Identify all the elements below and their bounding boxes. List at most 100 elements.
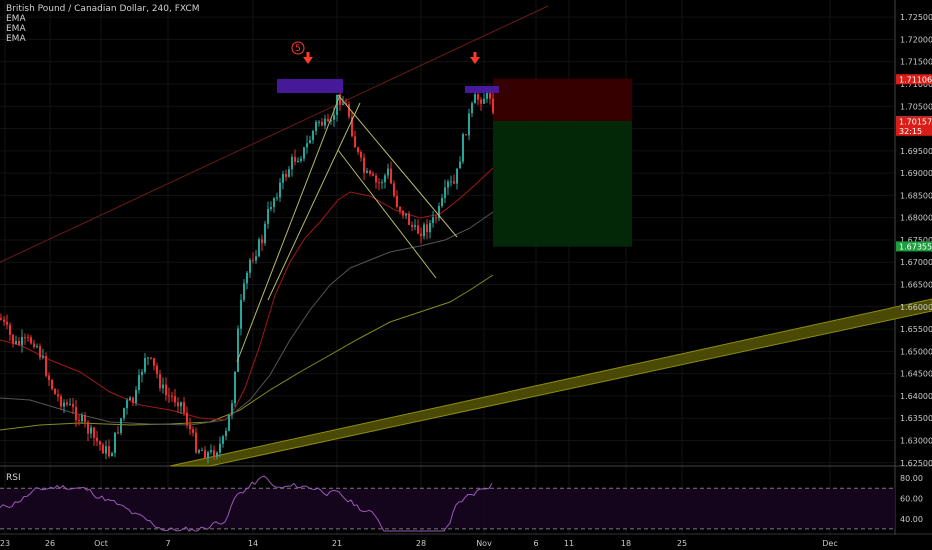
rsi-tick-0: 80.00 [900,474,923,483]
candle-body [24,336,26,338]
candle-body [102,444,104,454]
candle-body [330,119,332,122]
wedge-line-4 [337,149,437,279]
candle-body [141,371,143,376]
candle-body [9,324,11,335]
candle-body [108,446,110,457]
candle-body [459,161,461,169]
candle-body [456,168,458,184]
ema-label-2[interactable]: EMA [6,24,26,34]
ema-mid [0,211,494,426]
candle-body [75,407,77,420]
time-label-6: 28 [416,539,426,548]
candle-body [390,168,392,184]
candle-body [219,443,221,453]
candle-body [93,427,95,438]
candle-body [123,408,125,419]
candle-body [198,450,200,453]
candle-body [168,395,170,397]
candle-body [489,90,491,99]
candle-body [471,103,473,114]
price-tick-15: 1.65000 [900,347,932,356]
candle-body [336,94,338,115]
rsi-label[interactable]: RSI [6,473,21,483]
resistance-box-2 [465,86,499,93]
candle-body [435,217,437,219]
candle-body [264,223,266,244]
time-label-2: Oct [94,539,108,548]
ema-label-1[interactable]: EMA [6,14,26,24]
candle-body [285,173,287,177]
price-tag-text-3: 32:15 [899,127,922,136]
candle-body [411,224,413,227]
candle-body [288,169,290,177]
candle-body [354,136,356,148]
price-tag-text-0: 1.71106 [899,75,932,84]
candle-body [468,113,470,136]
wedge-line-3 [267,102,361,301]
candle-body [405,213,407,216]
price-tick-2: 1.71500 [900,58,932,67]
arrow-stem-1 [306,52,310,57]
candle-body [225,430,227,437]
candle-body [147,357,149,359]
price-axis[interactable]: 1.725001.720001.715001.710001.705001.700… [900,13,932,468]
time-label-9: 11 [564,539,574,548]
candle-body [12,334,14,344]
candle-body [321,121,323,126]
candle-body [15,341,17,344]
price-tick-20: 1.62500 [900,459,932,468]
candle-body [27,337,29,339]
candle-body [279,182,281,198]
candle-body [357,147,359,152]
candle-body [234,371,236,404]
candle-body [375,175,377,183]
candle-body [177,402,179,407]
time-label-3: 7 [165,539,170,548]
candle-body [414,225,416,227]
time-label-5: 21 [332,539,342,548]
candle-body [255,256,257,261]
time-label-11: 25 [677,539,687,548]
candle-body [45,356,47,376]
candle-body [399,206,401,211]
candle-body [156,365,158,375]
candle-body [78,419,80,422]
candle-body [126,400,128,409]
candles [0,85,494,464]
candle-body [312,131,314,141]
candle-body [333,114,335,120]
candle-body [81,415,83,422]
price-tick-3: 1.71000 [900,80,932,89]
candle-body [408,213,410,225]
candle-body [426,224,428,233]
candle-body [240,299,242,329]
candle-body [96,437,98,442]
price-tick-9: 1.68000 [900,214,932,223]
candle-body [303,147,305,159]
candle-body [114,432,116,453]
ema-label-3[interactable]: EMA [6,34,26,44]
candle-body [324,118,326,126]
candle-body [315,121,317,132]
rsi-tick-2: 40.00 [900,515,923,524]
time-axis[interactable]: 23 26 Oct 7 14 21 28 Nov 6 11 18 25 Dec [0,533,932,548]
candle-body [6,321,8,325]
candle-body [51,379,53,389]
candle-body [282,173,284,183]
candle-body [231,403,233,415]
candle-body [366,170,368,173]
candle-body [135,390,137,403]
price-tag-bg-3 [896,125,932,136]
candle-body [276,197,278,199]
candle-body [150,357,152,359]
candle-body [393,183,395,196]
candle-body [228,414,230,431]
arrow-stem-2 [473,52,477,57]
candle-body [363,157,365,173]
stop-zone [493,78,632,121]
candle-body [204,450,206,459]
candle-body [72,404,74,408]
candle-body [444,187,446,199]
